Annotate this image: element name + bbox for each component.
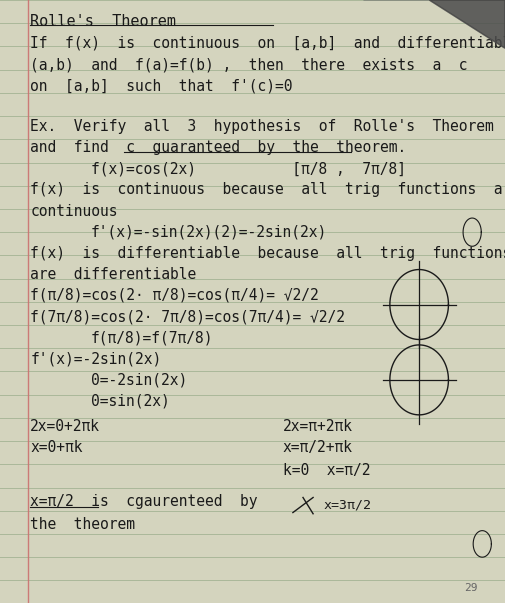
Text: 2x=0+2πk: 2x=0+2πk bbox=[30, 419, 100, 434]
Polygon shape bbox=[429, 0, 505, 48]
Text: f(x)=cos(2x)           [π/8 ,  7π/8]: f(x)=cos(2x) [π/8 , 7π/8] bbox=[91, 162, 406, 176]
Text: Rolle's  Theorem: Rolle's Theorem bbox=[30, 14, 176, 28]
Text: x=0+πk: x=0+πk bbox=[30, 440, 83, 455]
Text: k=0  x=π/2: k=0 x=π/2 bbox=[283, 463, 370, 478]
Text: 0=-2sin(2x): 0=-2sin(2x) bbox=[91, 373, 187, 387]
Text: f(7π/8)=cos(2· 7π/8)=cos(7π/4)= √2/2: f(7π/8)=cos(2· 7π/8)=cos(7π/4)= √2/2 bbox=[30, 309, 345, 324]
Text: x=3π/2: x=3π/2 bbox=[323, 499, 371, 512]
Text: f(π/8)=cos(2· π/8)=cos(π/4)= √2/2: f(π/8)=cos(2· π/8)=cos(π/4)= √2/2 bbox=[30, 288, 319, 303]
Text: (a,b)  and  f(a)=f(b) ,  then  there  exists  a  c: (a,b) and f(a)=f(b) , then there exists … bbox=[30, 57, 468, 72]
Text: Ex.  Verify  all  3  hypothesis  of  Rolle's  Theorem: Ex. Verify all 3 hypothesis of Rolle's T… bbox=[30, 119, 494, 134]
Text: 0=sin(2x): 0=sin(2x) bbox=[91, 394, 170, 408]
Text: 29: 29 bbox=[465, 583, 478, 593]
Polygon shape bbox=[364, 0, 505, 48]
Text: x=π/2+πk: x=π/2+πk bbox=[283, 440, 353, 455]
Text: x=π/2  is  cgaurenteed  by: x=π/2 is cgaurenteed by bbox=[30, 494, 258, 509]
Text: f(x)  is  differentiable  because  all  trig  functions: f(x) is differentiable because all trig … bbox=[30, 246, 505, 260]
Text: continuous: continuous bbox=[30, 204, 118, 218]
Text: f(π/8)=f(7π/8): f(π/8)=f(7π/8) bbox=[91, 330, 214, 345]
Text: are  differentiable: are differentiable bbox=[30, 267, 196, 282]
Text: the  theorem: the theorem bbox=[30, 517, 135, 532]
Text: f(x)  is  continuous  because  all  trig  functions  are: f(x) is continuous because all trig func… bbox=[30, 183, 505, 197]
Text: 2x=π+2πk: 2x=π+2πk bbox=[283, 419, 353, 434]
Text: f'(x)=-2sin(2x): f'(x)=-2sin(2x) bbox=[30, 352, 162, 366]
Text: If  f(x)  is  continuous  on  [a,b]  and  differentiable: If f(x) is continuous on [a,b] and diffe… bbox=[30, 36, 505, 51]
Text: and  find  c  guaranteed  by  the  theorem.: and find c guaranteed by the theorem. bbox=[30, 140, 407, 155]
Text: f'(x)=-sin(2x)(2)=-2sin(2x): f'(x)=-sin(2x)(2)=-2sin(2x) bbox=[91, 225, 327, 239]
Text: on  [a,b]  such  that  f'(c)=0: on [a,b] such that f'(c)=0 bbox=[30, 78, 293, 93]
